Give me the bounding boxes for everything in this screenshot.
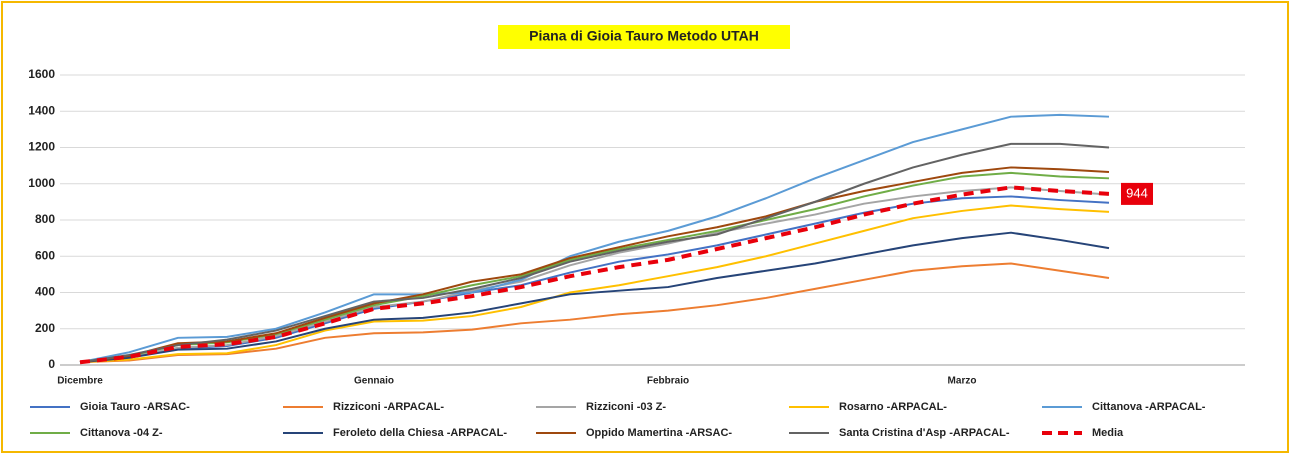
legend-item: Feroleto della Chiesa -ARPACAL- (283, 427, 507, 439)
y-tick-label: 200 (35, 321, 55, 335)
legend-label: Cittanova -ARPACAL- (1092, 401, 1206, 413)
y-tick-label: 800 (35, 212, 55, 226)
title-background (498, 25, 790, 49)
legend-item: Cittanova -04 Z- (30, 427, 163, 439)
legend-label: Oppido Mamertina -ARSAC- (586, 427, 732, 439)
series-line (79, 204, 1110, 364)
legend-item: Santa Cristina d'Asp -ARPACAL- (789, 427, 1010, 439)
legend-item: Rizziconi -03 Z- (536, 401, 666, 413)
y-tick-label: 1600 (28, 67, 55, 81)
legend-item: Rizziconi -ARPACAL- (283, 401, 444, 413)
legend-label: Media (1092, 427, 1124, 439)
legend-item: Oppido Mamertina -ARSAC- (536, 427, 732, 439)
y-tick-label: 600 (35, 248, 55, 262)
x-tick-label: Gennaio (354, 376, 394, 387)
y-tick-label: 1000 (28, 176, 55, 190)
x-tick-label: Febbraio (647, 376, 689, 387)
y-tick-label: 0 (48, 357, 55, 371)
end-label: 944 (1126, 185, 1148, 200)
x-tick-label: Marzo (948, 376, 977, 387)
legend-item: Rosarno -ARPACAL- (789, 401, 947, 413)
chart-title: Piana di Gioia Tauro Metodo UTAH (529, 28, 759, 44)
series-line (79, 113, 1110, 364)
series-line (79, 231, 1110, 364)
y-tick-label: 1400 (28, 103, 55, 117)
y-tick-label: 400 (35, 285, 55, 299)
legend-label: Rizziconi -03 Z- (586, 401, 666, 413)
y-tick-label: 1200 (28, 140, 55, 154)
legend-label: Gioia Tauro -ARSAC- (80, 401, 190, 413)
legend-label: Cittanova -04 Z- (80, 427, 163, 439)
legend-item: Gioia Tauro -ARSAC- (30, 401, 190, 413)
legend-item: Cittanova -ARPACAL- (1042, 401, 1206, 413)
series-line (79, 166, 1110, 364)
legend-label: Rosarno -ARPACAL- (839, 401, 947, 413)
series-line (79, 142, 1110, 364)
end-label-background (1121, 182, 1153, 205)
legend-label: Feroleto della Chiesa -ARPACAL- (333, 427, 507, 439)
legend-item: Media (1042, 427, 1124, 439)
legend-label: Santa Cristina d'Asp -ARPACAL- (839, 427, 1010, 439)
series-line (79, 185, 1110, 365)
legend-label: Rizziconi -ARPACAL- (333, 401, 444, 413)
series-line (79, 262, 1110, 364)
x-tick-label: Dicembre (57, 376, 103, 387)
